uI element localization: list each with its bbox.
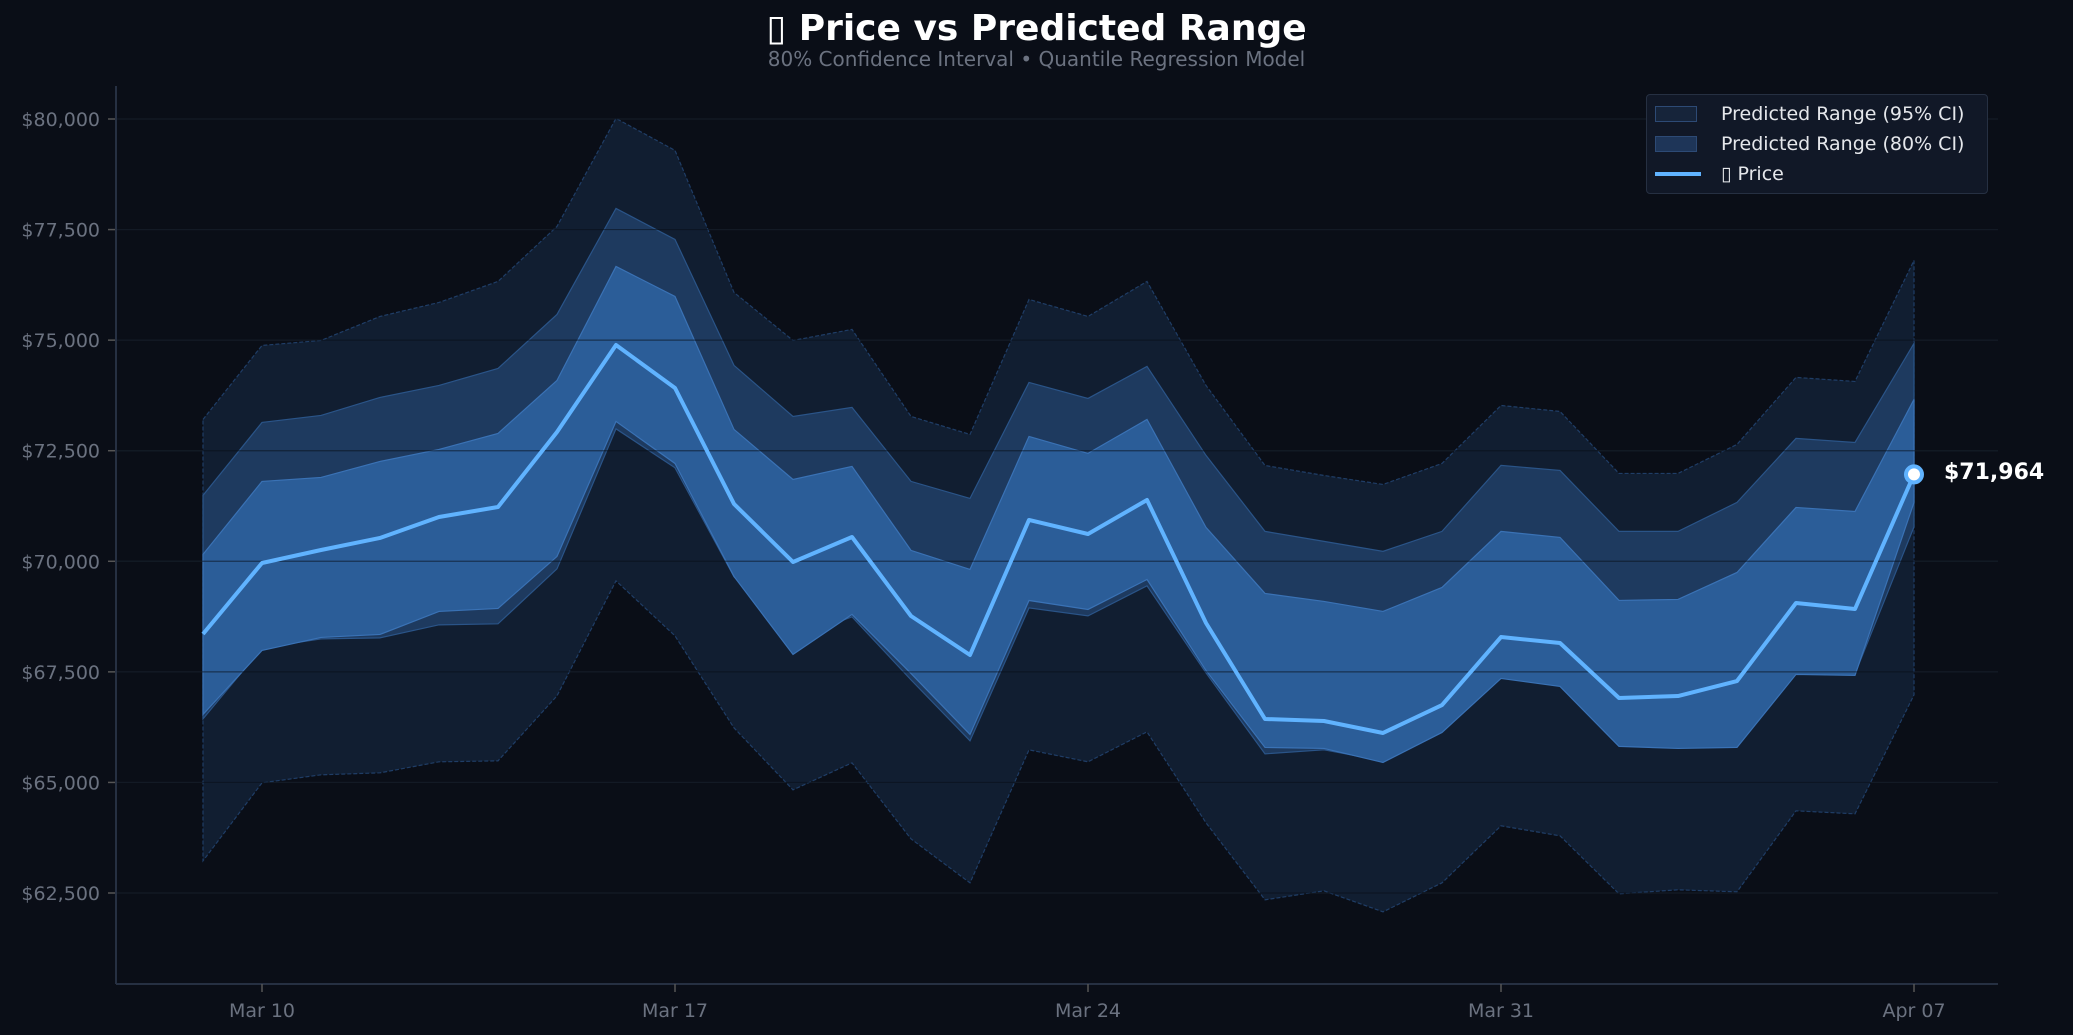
x-tick-label: Mar 10 — [229, 1000, 295, 1022]
x-tick-label: Mar 17 — [642, 1000, 708, 1022]
band-inner — [202, 265, 1915, 764]
legend-swatch-95ci — [1655, 106, 1697, 122]
chart-title: ▯ Price vs Predicted Range — [766, 8, 1307, 49]
y-tick-label: $67,500 — [21, 662, 100, 684]
y-tick-label: $77,500 — [21, 220, 100, 242]
y-tick-label: $65,000 — [21, 772, 100, 794]
legend-label-price: ▯ Price — [1721, 163, 1784, 185]
x-tick-label: Mar 24 — [1055, 1000, 1121, 1022]
last-price-marker — [1904, 464, 1924, 485]
x-tick-label: Apr 07 — [1882, 1000, 1945, 1022]
y-tick-label: $75,000 — [21, 330, 100, 352]
y-tick-label: $72,500 — [21, 441, 100, 463]
legend-label-80ci: Predicted Range (80% CI) — [1721, 133, 1965, 155]
legend-swatch-80ci — [1655, 136, 1697, 152]
legend-label-95ci: Predicted Range (95% CI) — [1721, 103, 1965, 125]
legend: Predicted Range (95% CI) Predicted Range… — [1646, 94, 1988, 194]
legend-item-price: ▯ Price — [1655, 161, 1784, 187]
chart-subtitle: 80% Confidence Interval • Quantile Regre… — [767, 47, 1306, 71]
legend-item-80ci: Predicted Range (80% CI) — [1655, 131, 1964, 157]
last-price-label: $71,964 — [1944, 460, 2045, 485]
legend-line-price — [1655, 172, 1701, 176]
x-tick-label: Mar 31 — [1468, 1000, 1534, 1022]
price-line — [201, 343, 1916, 735]
y-tick-label: $80,000 — [21, 109, 100, 131]
legend-item-95ci: Predicted Range (95% CI) — [1655, 101, 1964, 127]
y-tick-label: $62,500 — [21, 883, 100, 905]
y-tick-label: $70,000 — [21, 551, 100, 573]
